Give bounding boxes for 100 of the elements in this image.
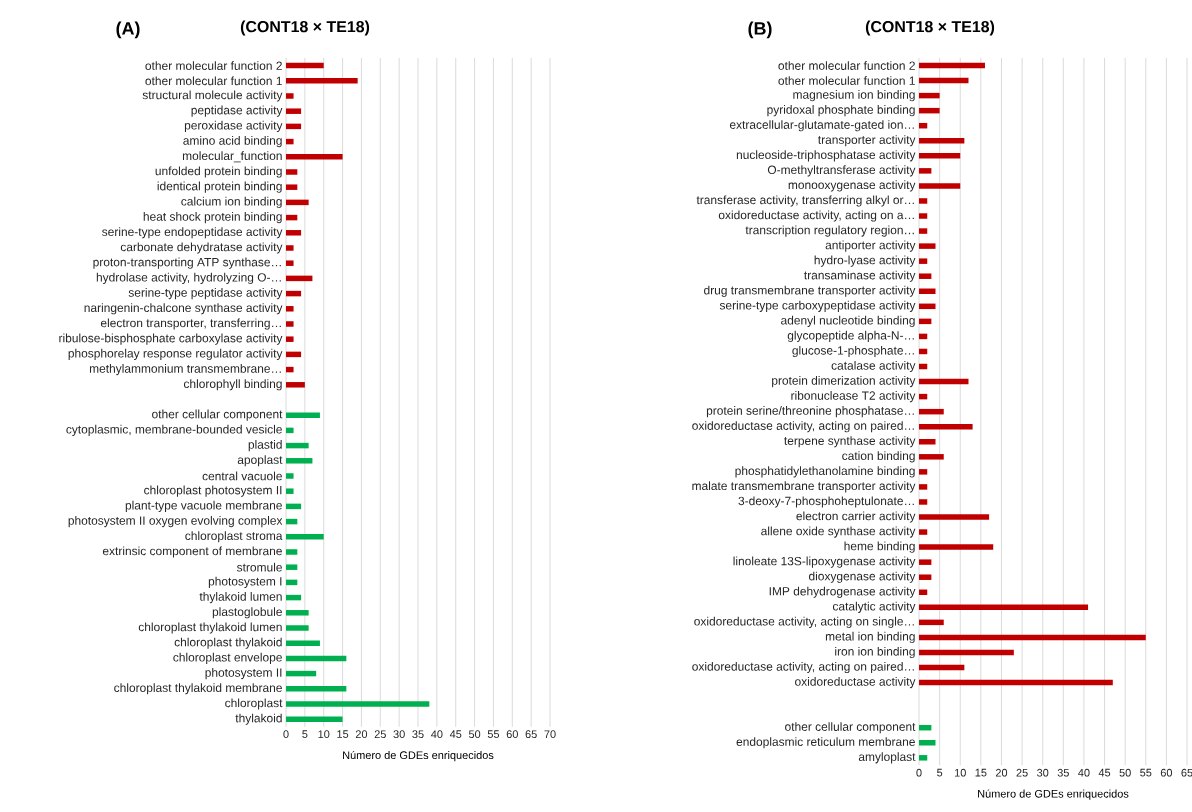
y-tick-label: drug transmembrane transporter activity (704, 285, 916, 297)
y-tick-label: phosphorelay response regulator activity (68, 348, 283, 360)
bar (286, 701, 430, 707)
bar (286, 123, 302, 130)
y-tick-label: electron carrier activity (796, 511, 916, 523)
y-tick-label: transcription regulatory region… (745, 225, 914, 237)
y-tick-label: photosystem II (205, 668, 282, 680)
y-tick-label: malate transmembrane transporter activity (692, 481, 916, 493)
bar (286, 245, 294, 251)
y-tick-label: 3-deoxy-7-phosphoheptulonate… (738, 496, 914, 508)
bar (919, 228, 928, 234)
y-tick-label: thylakoid (235, 713, 282, 725)
y-tick-label: photosystem II oxygen evolving complex (68, 516, 283, 528)
y-tick-label: peroxidase activity (184, 120, 283, 132)
y-tick-label: protein serine/threonine phosphatase… (706, 406, 914, 418)
y-tick-label: hydro-lyase activity (814, 255, 916, 267)
bar (919, 92, 940, 99)
bar (286, 306, 294, 312)
x-tick-label: 50 (468, 730, 481, 739)
bar (919, 258, 928, 264)
bar (919, 529, 928, 535)
bar (919, 679, 1113, 686)
bar (286, 382, 305, 388)
bar (919, 755, 928, 761)
y-tick-label: plastoglobule (212, 607, 282, 619)
y-tick-label: other molecular function 2 (145, 61, 282, 70)
bar (919, 288, 936, 295)
bar (286, 458, 313, 464)
x-tick-label: 65 (525, 730, 537, 739)
bar (286, 275, 313, 282)
x-tick-label: 10 (954, 768, 966, 777)
bar (919, 243, 936, 249)
bar (286, 473, 294, 479)
bar (919, 408, 944, 415)
bar (286, 62, 324, 69)
bar (919, 574, 932, 580)
y-tick-label: ribulose-bisphosphate carboxylase activity (59, 333, 283, 345)
bar (919, 649, 1014, 656)
bar (919, 107, 940, 114)
bar (286, 199, 309, 206)
y-tick-label: methylammonium transmembrane… (89, 364, 281, 376)
y-tick-label: antiporter activity (825, 240, 916, 252)
bar (286, 154, 343, 160)
bar (919, 198, 928, 204)
bar (286, 610, 309, 616)
bar (919, 423, 973, 430)
y-tick-label: structural molecule activity (142, 90, 283, 102)
x-tick-label: 20 (355, 730, 368, 739)
bar (919, 77, 969, 84)
y-tick-label: calcium ion binding (181, 196, 282, 208)
y-tick-label: linoleate 13S-lipoxygenase activity (733, 556, 916, 568)
bar (286, 670, 317, 677)
bar (919, 634, 1146, 641)
y-tick-label: nucleoside-triphosphatase activity (736, 150, 916, 162)
bar (286, 336, 294, 342)
bar (286, 625, 309, 631)
y-tick-label: other cellular component (785, 722, 916, 734)
x-tick-label: 20 (995, 768, 1008, 777)
y-tick-label: chlorophyll binding (183, 379, 282, 391)
x-tick-label: 5 (302, 730, 308, 738)
bar (919, 138, 965, 144)
bar (919, 544, 994, 550)
y-tick-label: molecular_function (182, 151, 282, 163)
bar (919, 469, 928, 475)
bar (286, 321, 294, 327)
y-tick-label: chloroplast stroma (185, 531, 283, 543)
y-tick-label: extracellular-glutamate-gated ion… (729, 120, 914, 132)
y-tick-label: serine-type endopeptidase activity (102, 227, 283, 239)
y-tick-label: endoplasmic reticulum membrane (736, 737, 915, 749)
y-tick-label: other molecular function 1 (778, 76, 915, 85)
y-tick-label: oxidoreductase activity, acting on paired… (692, 661, 914, 674)
y-tick-label: heat shock protein binding (143, 212, 282, 224)
x-tick-label: 60 (506, 730, 518, 739)
bar (919, 303, 936, 310)
y-tick-label: chloroplast thylakoid lumen (138, 622, 282, 634)
bar (919, 740, 936, 746)
y-tick-label: oxidoreductase activity, acting on single… (694, 616, 914, 628)
y-tick-label: other cellular component (152, 409, 283, 421)
y-tick-label: other molecular function 1 (145, 76, 282, 86)
y-tick-label: protein dimerization activity (772, 376, 916, 388)
x-tick-label: 70 (544, 730, 556, 739)
y-tick-label: monooxygenase activity (788, 180, 916, 192)
x-tick-label: 0 (283, 730, 289, 739)
y-tick-label: oxidoreductase activity (795, 677, 916, 689)
text: (A) (116, 21, 140, 39)
y-tick-label: photosystem I (208, 576, 282, 588)
chart-title: (CONT18 × TE18) (865, 20, 995, 36)
y-tick-label: serine-type carboxypeptidase activity (719, 300, 916, 312)
y-tick-label: electron transporter, transferring… (100, 318, 281, 330)
bar (286, 503, 302, 510)
y-tick-label: apoplast (237, 455, 283, 467)
y-tick-label: chloroplast thylakoid (174, 637, 282, 649)
y-tick-label: identical protein binding (157, 181, 282, 193)
y-tick-label: chloroplast thylakoid membrane (114, 683, 282, 695)
y-tick-label: transporter activity (818, 135, 916, 147)
bar (919, 604, 1089, 611)
bar (286, 534, 324, 540)
bar (919, 153, 961, 159)
y-tick-label: peptidase activity (191, 105, 283, 117)
x-axis-title: Número de GDEs enriquecidos (978, 789, 1129, 800)
